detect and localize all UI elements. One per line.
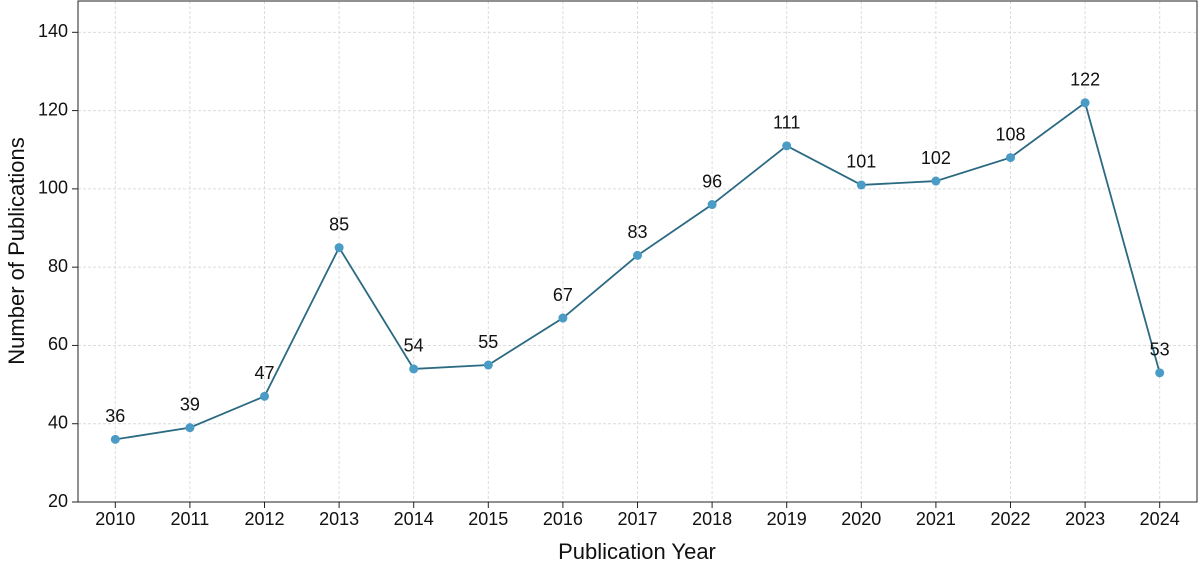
y-tick-label: 120 — [38, 99, 68, 119]
x-tick-label: 2023 — [1065, 509, 1105, 529]
point — [931, 176, 941, 186]
data-label: 102 — [921, 148, 951, 168]
point — [110, 434, 120, 444]
data-label: 85 — [329, 214, 349, 234]
y-tick-label: 140 — [38, 21, 68, 41]
point — [1006, 153, 1015, 163]
point — [558, 313, 568, 323]
data-label: 83 — [627, 222, 647, 242]
x-tick-label: 2022 — [990, 509, 1030, 529]
data-label: 122 — [1070, 70, 1100, 90]
point — [334, 243, 344, 253]
plot-frame — [77, 0, 1198, 503]
point — [1155, 368, 1165, 378]
y-tick-label: 60 — [48, 334, 68, 354]
y-tick-label: 80 — [48, 256, 68, 276]
x-tick-label: 2013 — [319, 509, 359, 529]
data-label: 101 — [846, 152, 876, 172]
point — [185, 423, 195, 433]
point — [633, 250, 642, 260]
x-tick-label: 2017 — [617, 509, 657, 529]
x-tick-label: 2014 — [394, 509, 434, 529]
y-tick-label: 100 — [38, 178, 68, 198]
point — [782, 141, 792, 151]
point — [707, 200, 717, 210]
x-tick-label: 2021 — [916, 509, 956, 529]
x-tick-label: 2015 — [468, 509, 508, 529]
y-tick-label: 20 — [48, 491, 68, 511]
y-tick-label: 40 — [48, 412, 68, 432]
x-tick-label: 2020 — [841, 509, 881, 529]
data-label: 39 — [180, 394, 200, 414]
data-label: 53 — [1150, 340, 1170, 360]
data-label: 55 — [478, 332, 498, 352]
x-tick-label: 2012 — [244, 509, 284, 529]
point — [483, 360, 493, 370]
data-label: 54 — [404, 336, 424, 356]
data-label: 67 — [553, 285, 573, 305]
x-tick-label: 2011 — [171, 509, 210, 529]
y-axis-title: Number of Publications — [4, 137, 29, 364]
x-tick-label: 2018 — [692, 509, 732, 529]
x-tick-label: 2010 — [95, 509, 135, 529]
data-label: 36 — [105, 406, 125, 426]
x-tick-label: 2016 — [543, 509, 583, 529]
data-label: 47 — [254, 363, 274, 383]
data-label: 96 — [702, 171, 722, 191]
point — [856, 180, 866, 190]
point — [409, 364, 419, 374]
data-label: 108 — [995, 124, 1025, 144]
x-axis-title: Publication Year — [558, 539, 716, 564]
x-tick-label: 2024 — [1140, 509, 1180, 529]
x-tick-label: 2019 — [767, 509, 807, 529]
point — [260, 391, 269, 401]
point — [1080, 98, 1090, 108]
data-label: 111 — [773, 113, 800, 133]
